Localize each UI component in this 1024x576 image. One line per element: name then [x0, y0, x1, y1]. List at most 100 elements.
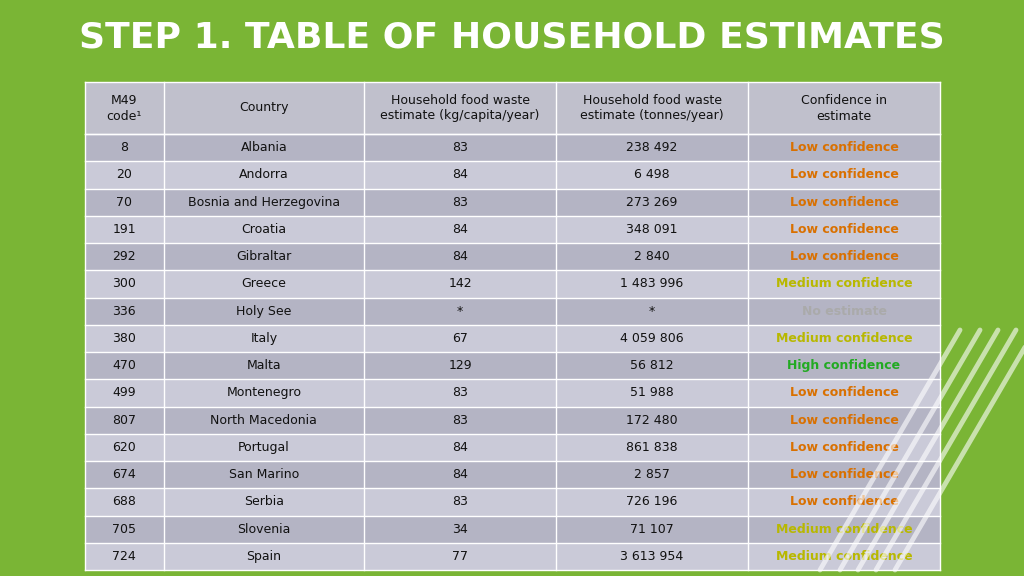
Text: Low confidence: Low confidence: [790, 223, 898, 236]
Text: Montenegro: Montenegro: [226, 386, 301, 399]
Bar: [85, 407, 940, 434]
Text: 67: 67: [453, 332, 468, 345]
Text: 336: 336: [113, 305, 136, 317]
Bar: [85, 379, 940, 407]
Text: 348 091: 348 091: [627, 223, 678, 236]
Text: North Macedonia: North Macedonia: [210, 414, 317, 427]
Text: 83: 83: [453, 196, 468, 209]
Text: Low confidence: Low confidence: [790, 386, 898, 399]
Bar: [85, 325, 940, 352]
Text: 4 059 806: 4 059 806: [621, 332, 684, 345]
Text: 84: 84: [453, 441, 468, 454]
Text: High confidence: High confidence: [787, 359, 900, 372]
Text: Low confidence: Low confidence: [790, 414, 898, 427]
Bar: [85, 188, 940, 216]
Bar: [85, 82, 940, 134]
Text: 83: 83: [453, 386, 468, 399]
Text: *: *: [649, 305, 655, 317]
Text: 238 492: 238 492: [627, 141, 678, 154]
Text: Malta: Malta: [247, 359, 282, 372]
Bar: [85, 216, 940, 243]
Text: 380: 380: [113, 332, 136, 345]
Text: Low confidence: Low confidence: [790, 141, 898, 154]
Text: 273 269: 273 269: [627, 196, 678, 209]
Text: 142: 142: [449, 278, 472, 290]
Text: Low confidence: Low confidence: [790, 441, 898, 454]
Text: 83: 83: [453, 414, 468, 427]
Bar: [85, 352, 940, 379]
Text: 84: 84: [453, 168, 468, 181]
Bar: [85, 434, 940, 461]
Text: San Marino: San Marino: [228, 468, 299, 481]
Text: Medium confidence: Medium confidence: [776, 278, 912, 290]
Text: *: *: [457, 305, 463, 317]
Text: 172 480: 172 480: [627, 414, 678, 427]
Text: Albania: Albania: [241, 141, 287, 154]
Text: 807: 807: [113, 414, 136, 427]
Text: 77: 77: [453, 550, 468, 563]
Text: 70: 70: [117, 196, 132, 209]
Text: Low confidence: Low confidence: [790, 168, 898, 181]
Text: 861 838: 861 838: [627, 441, 678, 454]
Text: 83: 83: [453, 141, 468, 154]
Text: 470: 470: [113, 359, 136, 372]
Text: 8: 8: [120, 141, 128, 154]
Text: Andorra: Andorra: [239, 168, 289, 181]
Text: 292: 292: [113, 250, 136, 263]
Text: 84: 84: [453, 223, 468, 236]
Text: Medium confidence: Medium confidence: [776, 550, 912, 563]
Text: Confidence in
estimate: Confidence in estimate: [801, 93, 887, 123]
Bar: [85, 134, 940, 161]
Text: Slovenia: Slovenia: [238, 522, 291, 536]
Bar: [85, 161, 940, 188]
Text: M49
code¹: M49 code¹: [106, 93, 142, 123]
Bar: [85, 297, 940, 325]
Bar: [85, 543, 940, 570]
Text: Country: Country: [239, 101, 289, 115]
Text: 674: 674: [113, 468, 136, 481]
Text: 688: 688: [113, 495, 136, 509]
Text: Croatia: Croatia: [242, 223, 287, 236]
Text: 620: 620: [113, 441, 136, 454]
Text: 1 483 996: 1 483 996: [621, 278, 684, 290]
Text: 83: 83: [453, 495, 468, 509]
Text: Holy See: Holy See: [237, 305, 292, 317]
Text: Bosnia and Herzegovina: Bosnia and Herzegovina: [187, 196, 340, 209]
Text: Serbia: Serbia: [244, 495, 284, 509]
Text: 3 613 954: 3 613 954: [621, 550, 684, 563]
Text: 129: 129: [449, 359, 472, 372]
Text: Household food waste
estimate (tonnes/year): Household food waste estimate (tonnes/ye…: [581, 93, 724, 123]
Bar: [85, 488, 940, 516]
Text: Medium confidence: Medium confidence: [776, 522, 912, 536]
Text: 191: 191: [113, 223, 136, 236]
Text: 6 498: 6 498: [634, 168, 670, 181]
Text: Italy: Italy: [250, 332, 278, 345]
Text: Low confidence: Low confidence: [790, 495, 898, 509]
Text: Spain: Spain: [247, 550, 282, 563]
Text: 84: 84: [453, 250, 468, 263]
Text: Portugal: Portugal: [238, 441, 290, 454]
Text: Low confidence: Low confidence: [790, 196, 898, 209]
Text: 726 196: 726 196: [627, 495, 678, 509]
Text: 300: 300: [113, 278, 136, 290]
Text: Low confidence: Low confidence: [790, 250, 898, 263]
Text: STEP 1. TABLE OF HOUSEHOLD ESTIMATES: STEP 1. TABLE OF HOUSEHOLD ESTIMATES: [79, 21, 945, 55]
Bar: [85, 461, 940, 488]
Text: 20: 20: [117, 168, 132, 181]
Text: 2 857: 2 857: [634, 468, 670, 481]
Text: 499: 499: [113, 386, 136, 399]
Text: Medium confidence: Medium confidence: [776, 332, 912, 345]
Text: Household food waste
estimate (kg/capita/year): Household food waste estimate (kg/capita…: [381, 93, 540, 123]
Text: 84: 84: [453, 468, 468, 481]
Text: Low confidence: Low confidence: [790, 468, 898, 481]
Bar: [85, 516, 940, 543]
Text: Gibraltar: Gibraltar: [237, 250, 292, 263]
Text: 56 812: 56 812: [631, 359, 674, 372]
Text: No estimate: No estimate: [802, 305, 887, 317]
Text: 71 107: 71 107: [630, 522, 674, 536]
Text: 51 988: 51 988: [630, 386, 674, 399]
Text: Greece: Greece: [242, 278, 287, 290]
Bar: [85, 82, 940, 570]
Text: 34: 34: [453, 522, 468, 536]
Text: 724: 724: [113, 550, 136, 563]
